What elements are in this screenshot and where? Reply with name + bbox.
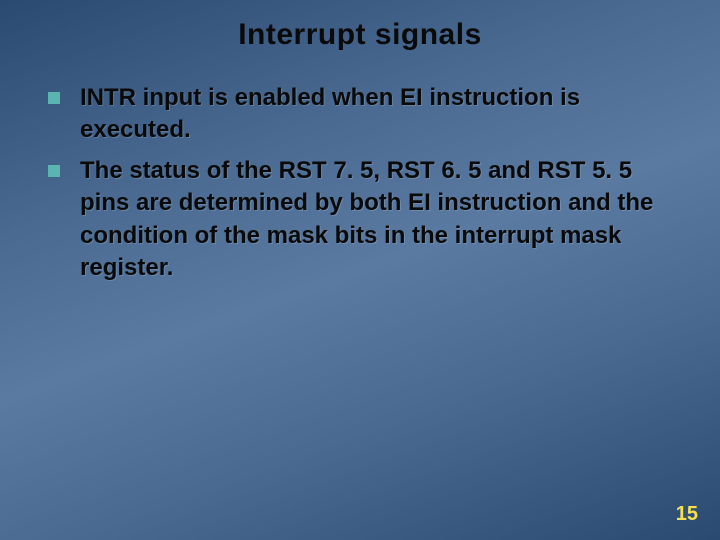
slide-content: INTR input is enabled when EI instructio… (0, 52, 720, 284)
bullet-item: INTR input is enabled when EI instructio… (40, 82, 680, 147)
bullet-text: INTR input is enabled when EI instructio… (80, 82, 680, 147)
bullet-item: The status of the RST 7. 5, RST 6. 5 and… (40, 155, 680, 285)
square-bullet-icon (48, 92, 60, 104)
bullet-text: The status of the RST 7. 5, RST 6. 5 and… (80, 155, 680, 285)
slide: Interrupt signals INTR input is enabled … (0, 0, 720, 540)
page-number: 15 (676, 503, 698, 526)
square-bullet-icon (48, 165, 60, 177)
slide-title: Interrupt signals (0, 0, 720, 52)
